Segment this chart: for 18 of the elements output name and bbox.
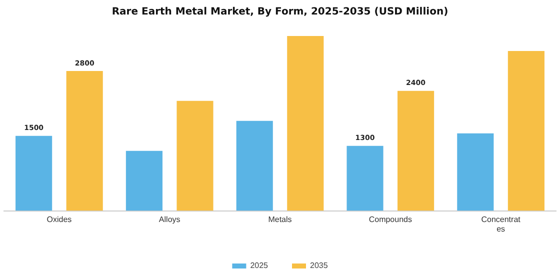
x-tick-label: Metals [268,214,292,224]
bar [287,36,324,211]
bar [398,90,434,211]
bar [126,150,162,211]
bar [66,70,103,211]
x-tick-label: Oxides [46,214,72,224]
bar [176,100,214,211]
x-tick-label: Concentrates [481,214,522,234]
bar [508,50,544,211]
bar [457,133,494,211]
chart-title: Rare Earth Metal Market, By Form, 2025-2035 (USD Million) [112,6,448,18]
bar [236,120,273,211]
legend-label: 2025 [250,261,269,270]
legend-label: 2035 [310,261,328,270]
x-tick-label: Alloys [158,214,180,224]
x-tick-label: Compounds [368,214,412,224]
bar [16,136,52,211]
bar [346,146,384,211]
